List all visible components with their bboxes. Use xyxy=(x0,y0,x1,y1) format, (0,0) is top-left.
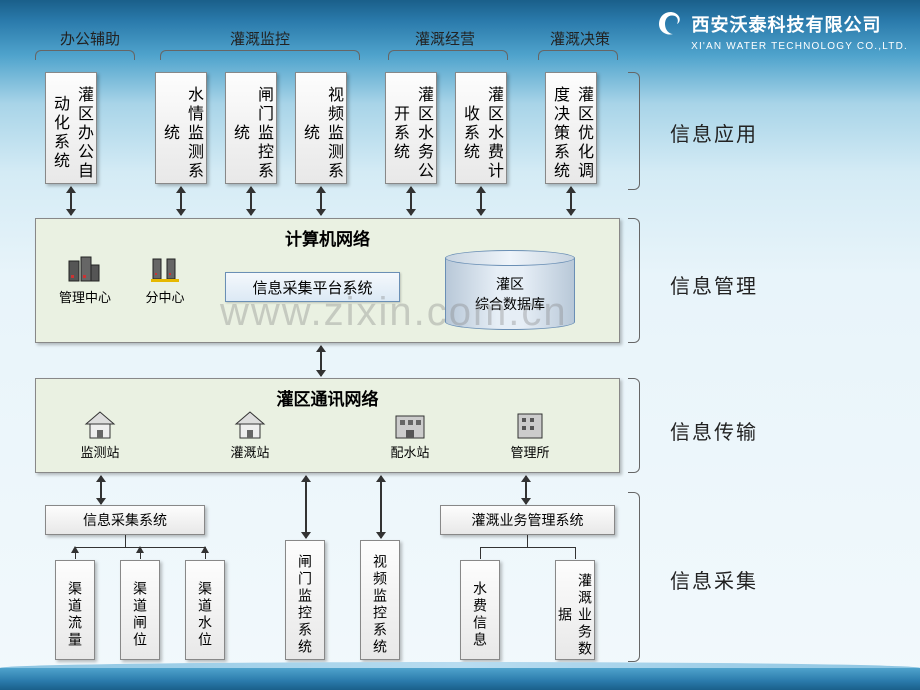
arrow xyxy=(100,476,102,504)
bracket xyxy=(538,50,618,60)
footer-wave xyxy=(0,668,920,690)
connector xyxy=(575,547,576,559)
company-logo: 西安沃泰科技有限公司 XI'AN WATER TECHNOLOGY CO.,LT… xyxy=(655,8,908,52)
panel-title: 计算机网络 xyxy=(36,219,619,254)
layer-collect: 信息采集 xyxy=(670,565,758,594)
connector xyxy=(527,535,528,547)
bracket xyxy=(628,378,640,473)
box-collect-system: 信息采集系统 xyxy=(45,505,205,535)
building-icon xyxy=(392,410,428,440)
layer-transport: 信息传输 xyxy=(670,416,758,445)
arrow xyxy=(305,476,307,538)
house-icon xyxy=(232,410,268,440)
box-fee-collect: 灌区水费计收系统 xyxy=(455,72,507,184)
box-gate-control: 闸门监控系统 xyxy=(225,72,277,184)
bracket xyxy=(35,50,135,60)
office-icon xyxy=(512,410,548,440)
connector xyxy=(125,535,126,547)
box-channel-flow: 渠道流量 xyxy=(55,560,95,660)
connector xyxy=(205,547,206,559)
box-channel-gate: 渠道闸位 xyxy=(120,560,160,660)
arrow xyxy=(320,346,322,376)
arrow xyxy=(570,187,572,215)
bracket xyxy=(628,218,640,343)
bracket xyxy=(388,50,508,60)
arrow xyxy=(525,476,527,504)
connector xyxy=(75,547,76,559)
bracket xyxy=(628,492,640,662)
connector xyxy=(480,547,481,559)
arrow xyxy=(380,476,382,538)
swirl-icon xyxy=(655,8,687,40)
box-optimize: 灌区优化调度决策系统 xyxy=(545,72,597,184)
category-office: 办公辅助 xyxy=(55,28,125,49)
arrow xyxy=(480,187,482,215)
category-decision: 灌溉决策 xyxy=(545,28,615,49)
box-water-public: 灌区水务公开系统 xyxy=(385,72,437,184)
arrow xyxy=(250,187,252,215)
station-monitor: 监测站 xyxy=(70,410,130,461)
house-icon xyxy=(82,410,118,440)
layer-manage: 信息管理 xyxy=(670,270,758,299)
station-irrigation: 灌溉站 xyxy=(220,410,280,461)
station-water-dist: 配水站 xyxy=(380,410,440,461)
layer-app: 信息应用 xyxy=(670,118,758,147)
station-manage-office: 管理所 xyxy=(500,410,560,461)
connector xyxy=(480,547,575,548)
company-name-cn: 西安沃泰科技有限公司 xyxy=(692,11,882,37)
arrow xyxy=(70,187,72,215)
box-gate-ctrl-sys: 闸门监控系统 xyxy=(285,540,325,660)
server-icon xyxy=(67,255,103,285)
arrow xyxy=(320,187,322,215)
connector xyxy=(140,547,141,559)
box-video-monitor: 视频监测系统 xyxy=(295,72,347,184)
box-water-monitor: 水情监测系统 xyxy=(155,72,207,184)
panel-title: 灌区通讯网络 xyxy=(36,379,619,414)
server-rack-icon xyxy=(147,255,183,285)
bracket xyxy=(160,50,360,60)
arrow xyxy=(410,187,412,215)
box-biz-system: 灌溉业务管理系统 xyxy=(440,505,615,535)
bracket xyxy=(628,72,640,190)
category-operate: 灌溉经营 xyxy=(410,28,480,49)
icon-subcenter: 分中心 xyxy=(135,255,195,306)
box-office-system: 灌区办公自动化系统 xyxy=(45,72,97,184)
box-fee-info: 水费信息 xyxy=(460,560,500,660)
watermark: www.zixin.com.cn xyxy=(220,290,568,335)
box-biz-data: 灌溉业务数据 xyxy=(555,560,595,660)
company-name-en: XI'AN WATER TECHNOLOGY CO.,LTD. xyxy=(691,41,908,52)
box-video-ctrl-sys: 视频监控系统 xyxy=(360,540,400,660)
box-channel-level: 渠道水位 xyxy=(185,560,225,660)
arrow xyxy=(180,187,182,215)
category-monitor: 灌溉监控 xyxy=(225,28,295,49)
icon-center: 管理中心 xyxy=(55,255,115,306)
